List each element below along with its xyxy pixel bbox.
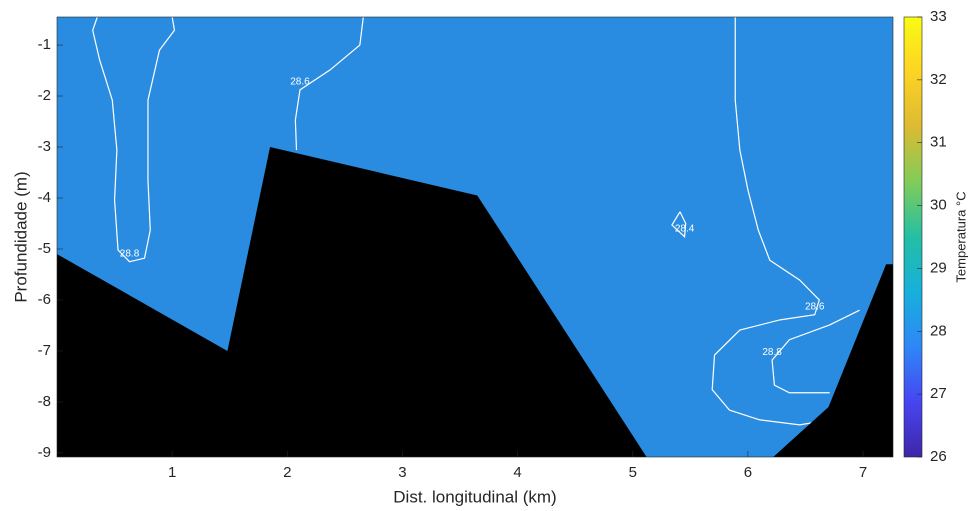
contour-line	[671, 211, 687, 239]
colorbar-tick-label: 28	[930, 322, 947, 339]
y-tick-label: -5	[38, 240, 51, 257]
y-tick-label: -6	[38, 291, 51, 308]
colorbar-tick-label: 29	[930, 259, 947, 276]
contour-label: 28.4	[675, 223, 695, 234]
colorbar-tick-label: 31	[930, 134, 947, 151]
x-tick-label: 3	[398, 464, 406, 481]
y-tick-label: -7	[38, 342, 51, 359]
contour-label: 28.8	[762, 347, 782, 358]
colorbar	[903, 16, 923, 458]
y-tick-label: -8	[38, 393, 51, 410]
colorbar-tick-label: 27	[930, 385, 947, 402]
contour-line	[711, 17, 830, 426]
colorbar-tick-label: 26	[930, 448, 947, 465]
seabed	[57, 147, 893, 457]
y-tick-label: -3	[38, 138, 51, 155]
contour-label: 28.6	[290, 77, 310, 88]
y-tick-label: -2	[38, 87, 51, 104]
y-axis-label: Profundidade (m)	[11, 171, 30, 302]
x-axis-label: Dist. longitudinal (km)	[393, 487, 556, 506]
contour-line	[771, 309, 860, 394]
contour-label: 28.6	[805, 301, 825, 312]
colorbar-tick-label: 30	[930, 197, 947, 214]
colorbar-tick-label: 32	[930, 71, 947, 88]
axes-box	[56, 16, 894, 458]
y-tick-label: -4	[38, 189, 51, 206]
x-tick-label: 2	[283, 464, 291, 481]
x-tick-label: 1	[168, 464, 176, 481]
colorbar-tick-label: 33	[930, 8, 947, 25]
colorbar-label: Temperatura °C	[953, 191, 968, 282]
x-tick-label: 4	[513, 464, 521, 481]
x-tick-label: 7	[859, 464, 867, 481]
y-tick-label: -9	[38, 444, 51, 461]
contour-label: 28.8	[120, 248, 140, 259]
x-tick-label: 6	[744, 464, 752, 481]
contour-line	[92, 17, 176, 263]
y-tick-label: -1	[38, 36, 51, 53]
contour-line	[294, 17, 364, 151]
x-tick-label: 5	[629, 464, 637, 481]
